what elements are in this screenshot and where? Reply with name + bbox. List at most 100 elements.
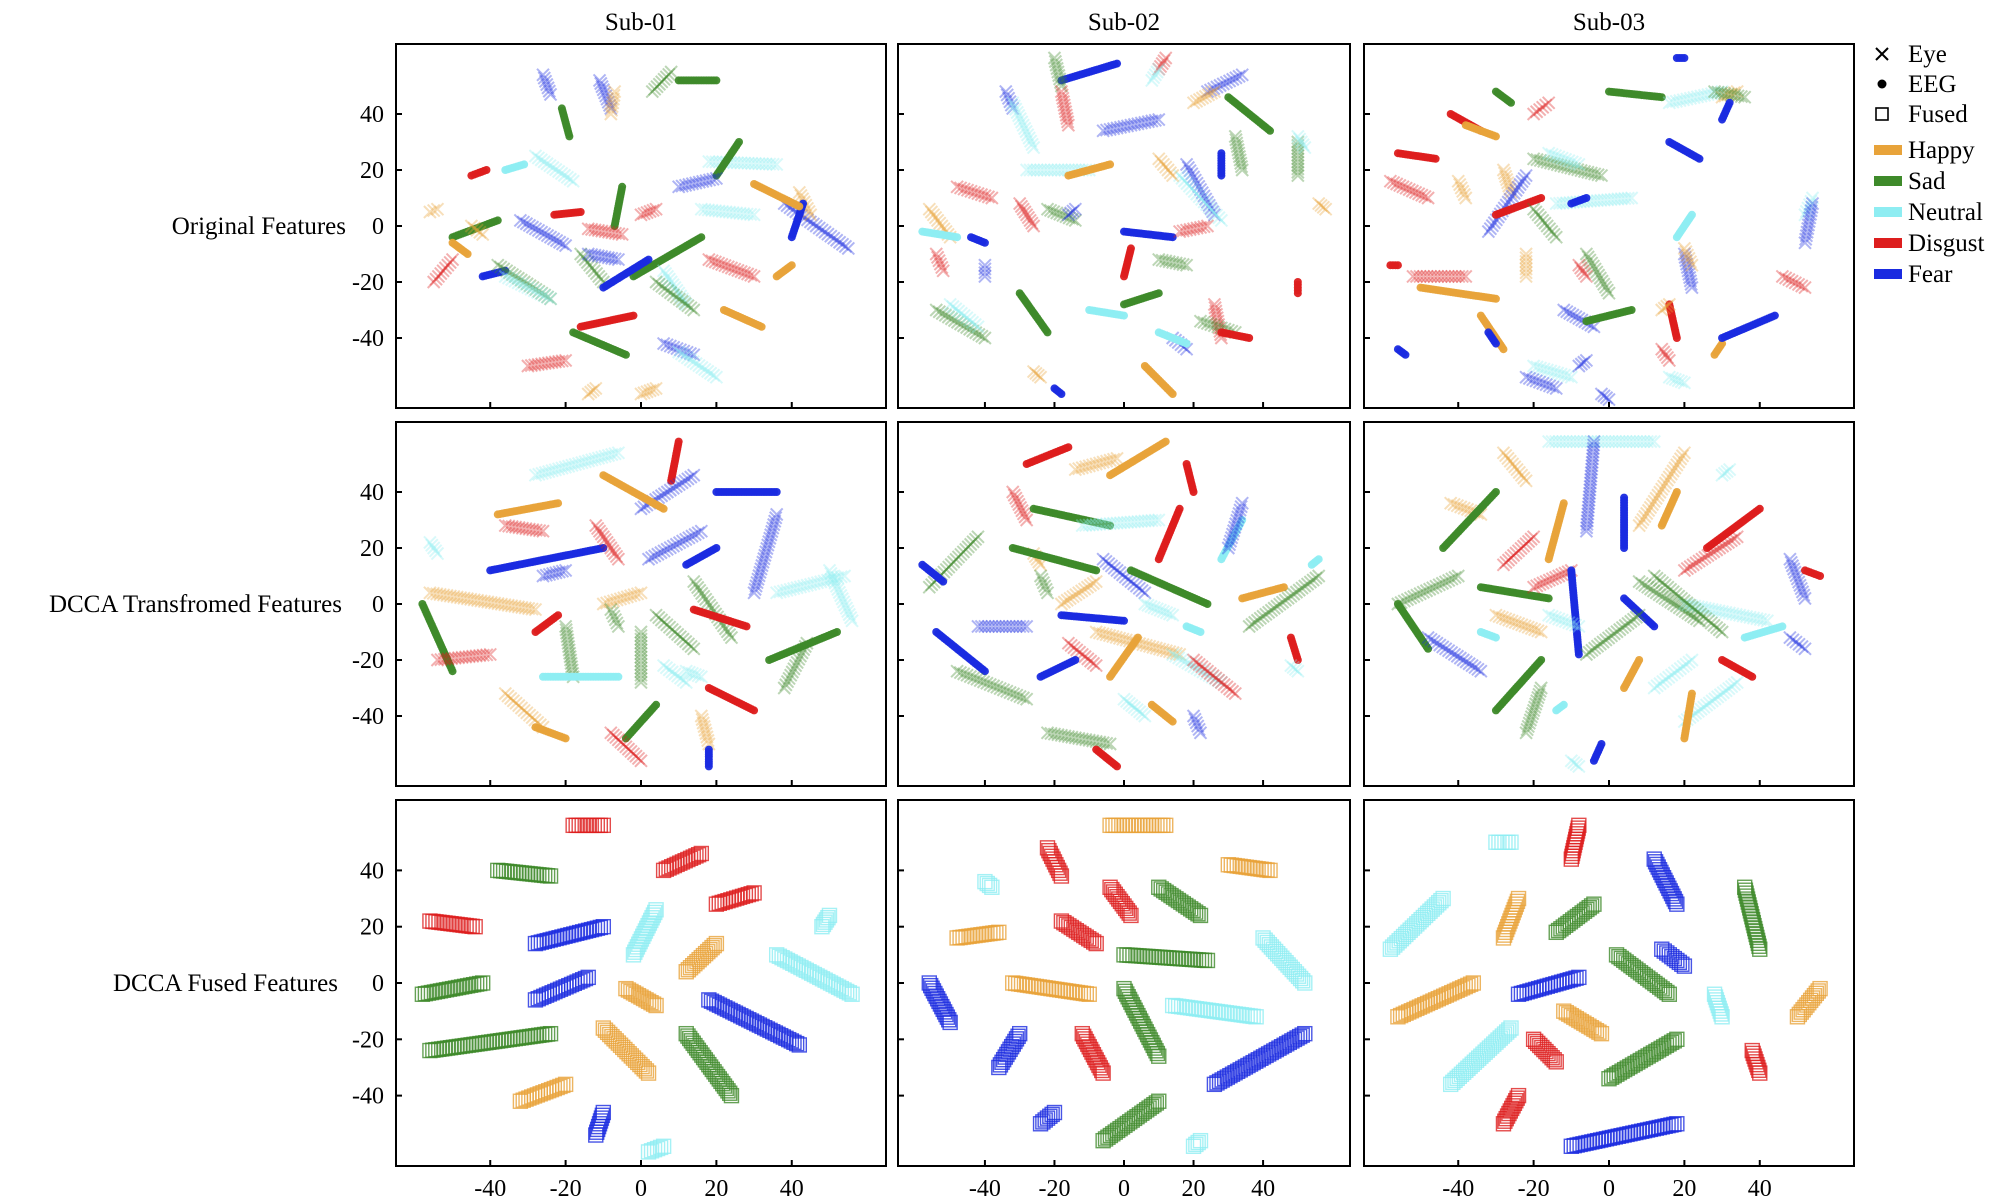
point-x — [431, 269, 446, 284]
point-circle — [1113, 762, 1122, 771]
point-square — [1190, 1134, 1206, 1151]
point-x — [1078, 649, 1092, 664]
point-x — [1208, 301, 1222, 315]
point-square — [1286, 1031, 1303, 1048]
point-x — [1127, 577, 1141, 591]
point-x — [776, 584, 791, 598]
point-x — [1671, 373, 1686, 388]
point-x — [699, 173, 713, 188]
point-x — [1014, 199, 1029, 214]
point-x — [594, 76, 608, 91]
point-square — [936, 1004, 953, 1020]
point-x — [528, 358, 542, 372]
point-x — [1061, 636, 1076, 650]
point-x — [1057, 98, 1071, 112]
point-x — [434, 652, 448, 667]
point-x — [1077, 582, 1092, 596]
point-x — [1669, 587, 1683, 601]
point-x — [536, 68, 550, 82]
point-square — [563, 927, 579, 943]
point-x — [634, 672, 648, 686]
point-circle — [482, 166, 491, 174]
point-x — [665, 665, 679, 679]
trajectory-sad-x — [1040, 202, 1083, 228]
point-x — [1312, 569, 1326, 583]
point-x — [1192, 722, 1206, 737]
point-x — [1536, 576, 1550, 590]
point-x — [1454, 500, 1468, 514]
point-x — [1605, 434, 1619, 449]
point-square — [942, 1014, 958, 1031]
point-x — [1169, 649, 1183, 663]
point-square — [542, 932, 558, 948]
point-x — [1444, 269, 1459, 284]
trajectory-sad-circle — [1582, 306, 1636, 326]
point-x — [1538, 98, 1553, 112]
point-x — [832, 235, 847, 249]
point-x — [671, 345, 686, 359]
point-x — [608, 446, 622, 461]
point-x — [1526, 372, 1540, 387]
point-x — [691, 580, 705, 595]
point-x — [1053, 75, 1068, 90]
trajectory-disgust-x — [1186, 653, 1242, 701]
trajectory-sad-square — [490, 862, 559, 884]
point-x — [660, 618, 674, 632]
point-square — [984, 879, 1000, 895]
point-x — [1655, 342, 1669, 356]
point-x — [1621, 191, 1635, 205]
point-x — [540, 228, 555, 243]
point-x — [829, 579, 844, 593]
point-x — [692, 358, 706, 373]
point-x — [517, 275, 531, 289]
point-x — [1724, 87, 1738, 101]
point-x — [1141, 514, 1156, 528]
point-x — [1291, 142, 1305, 156]
point-square — [595, 817, 612, 834]
point-x — [480, 648, 494, 662]
point-x — [607, 609, 621, 624]
point-x — [1530, 152, 1544, 167]
point-x — [1535, 213, 1550, 228]
point-x — [1235, 496, 1249, 510]
point-x — [1250, 613, 1265, 628]
point-x — [1734, 89, 1749, 104]
point-x — [1006, 101, 1020, 116]
point-x — [733, 206, 747, 221]
point-x — [557, 168, 572, 183]
point-x — [1543, 156, 1558, 170]
point-square — [551, 930, 567, 946]
point-x — [665, 622, 679, 637]
point-square — [644, 910, 660, 926]
point-x — [634, 208, 648, 222]
point-x — [969, 326, 983, 340]
point-x — [605, 99, 619, 114]
point-x — [680, 351, 695, 365]
point-x — [951, 550, 966, 564]
point-circle — [712, 76, 721, 85]
point-x — [1015, 503, 1029, 518]
point-x — [554, 166, 569, 181]
point-circle — [1168, 390, 1177, 398]
point-x — [1145, 513, 1159, 528]
point-x — [1135, 707, 1149, 721]
point-x — [1594, 387, 1609, 401]
point-x — [617, 591, 631, 605]
point-x — [681, 637, 696, 651]
point-x — [1204, 201, 1218, 216]
point-square — [991, 924, 1007, 941]
point-x — [1684, 608, 1698, 622]
point-square — [720, 1083, 736, 1099]
point-x — [1673, 661, 1688, 676]
point-x — [1558, 152, 1573, 167]
point-x — [1183, 222, 1197, 237]
point-x — [1389, 177, 1404, 191]
point-x — [1658, 348, 1673, 362]
point-x — [1537, 362, 1551, 376]
point-x — [1563, 306, 1577, 321]
point-x — [1066, 589, 1080, 604]
point-square — [1053, 868, 1070, 884]
point-x — [605, 447, 619, 462]
point-x — [1192, 657, 1206, 672]
point-x — [741, 156, 755, 170]
